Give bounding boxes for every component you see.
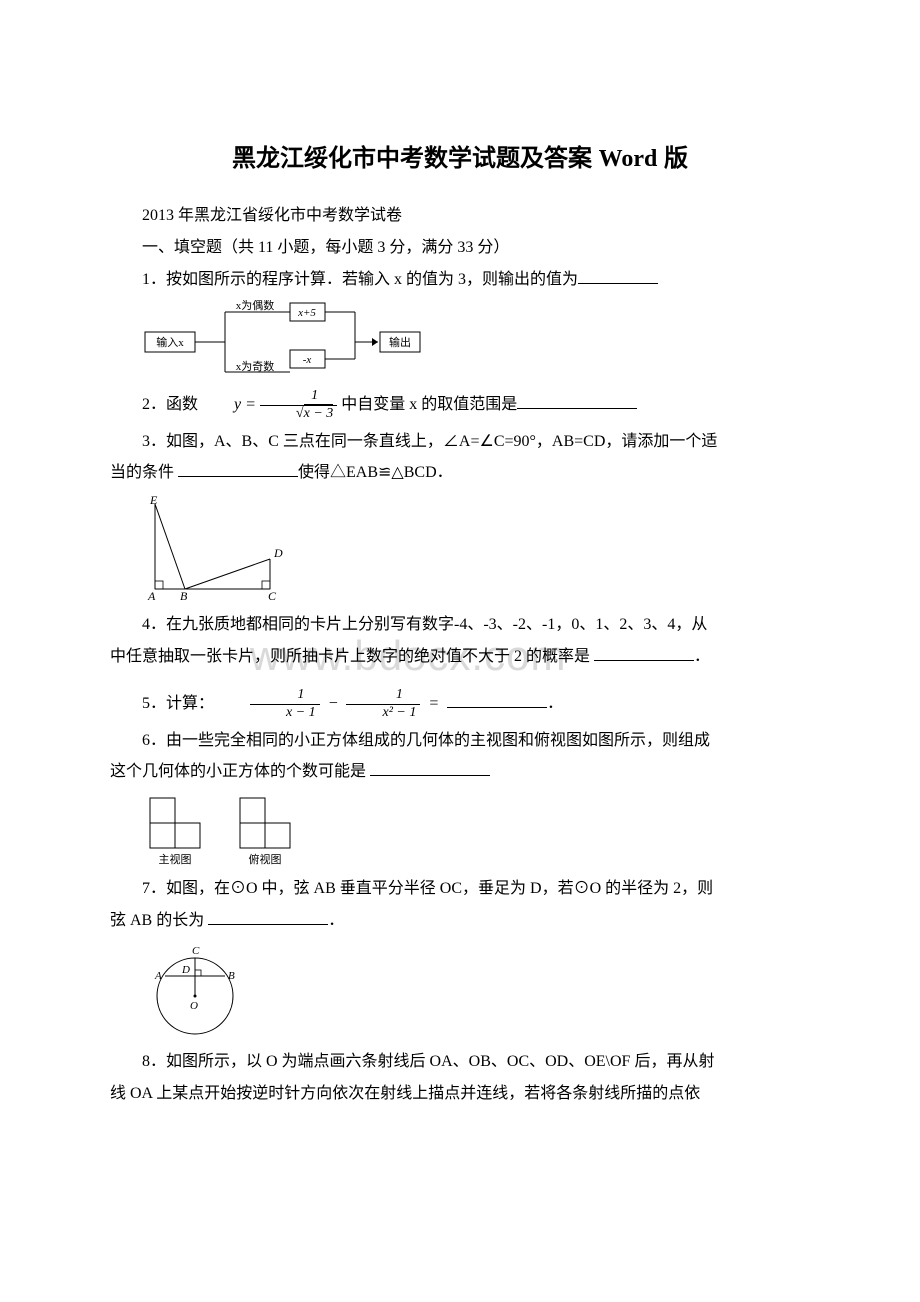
document-content: 黑龙江绥化市中考数学试题及答案 Word 版 2013 年黑龙江省绥化市中考数学…	[110, 140, 810, 1106]
q2-suffix: 中自变量 x 的取值范围是	[341, 396, 517, 413]
question-6-line2: 这个几何体的小正方体的个数可能是	[110, 759, 810, 785]
q5-minus: −	[324, 695, 343, 712]
q5-suffix: ．	[547, 695, 563, 712]
blank	[178, 461, 298, 477]
q5-formula: 1 x − 1 − 1 x² − 1 =	[218, 687, 443, 722]
page-title: 黑龙江绥化市中考数学试题及答案 Word 版	[110, 140, 810, 178]
fig7-A: A	[154, 970, 162, 982]
question-8-line1: 8．如图所示，以 O 为端点画六条射线后 OA、OB、OC、OD、OE\OF 后…	[110, 1049, 810, 1075]
blank	[594, 645, 694, 661]
figure-7-circle: A B C D O	[140, 941, 810, 1041]
q3-l2b: 使得△EAB≌△BCD．	[298, 464, 453, 481]
fig1-output-label: 输出	[389, 335, 411, 349]
fig1-input-label: 输入x	[156, 335, 184, 349]
section-header: 一、填空题（共 11 小题，每小题 3 分，满分 33 分）	[110, 235, 810, 261]
question-2: 2．函数 y = 1 √x − 3 中自变量 x 的取值范围是	[110, 388, 810, 423]
fig1-botbox: -x	[303, 354, 312, 366]
blank	[447, 692, 547, 708]
question-6-line1: 6．由一些完全相同的小正方体组成的几何体的主视图和俯视图如图所示，则组成	[110, 728, 810, 754]
q1-text: 1．按如图所示的程序计算．若输入 x 的值为 3，则输出的值为	[142, 271, 578, 288]
q5-f1den: x − 1	[250, 705, 320, 722]
question-8-line2: 线 OA 上某点开始按逆时针方向依次在射线上描点并连线，若将各条射线所描的点依	[110, 1081, 810, 1107]
q2-prefix: 2．函数	[142, 396, 198, 413]
question-1: 1．按如图所示的程序计算．若输入 x 的值为 3，则输出的值为	[110, 267, 810, 293]
question-3-line2: 当的条件 使得△EAB≌△BCD．	[110, 460, 810, 486]
fig7-O: O	[190, 1000, 198, 1012]
title-suffix: 版	[664, 145, 688, 172]
q2-lhs: y =	[234, 396, 256, 413]
q5-prefix: 5．计算：	[142, 695, 214, 712]
q2-den: √x − 3	[260, 406, 337, 423]
question-3-line1: 3．如图，A、B、C 三点在同一条直线上，∠A=∠C=90°，AB=CD，请添加…	[110, 429, 810, 455]
q5-f2den: x² − 1	[346, 705, 420, 722]
fig3-D: D	[273, 546, 283, 560]
q5-eq: =	[424, 695, 443, 712]
fig6-top: 俯视图	[249, 852, 282, 866]
question-7-line2: 弦 AB 的长为 ．	[110, 908, 810, 934]
q7-l2b: ．	[328, 912, 344, 929]
fig7-B: B	[228, 970, 235, 982]
q4-l2b: ．	[694, 648, 710, 665]
fig7-C: C	[192, 945, 200, 957]
fig1-topbox: x+5	[297, 307, 316, 319]
q4-l2a: 中任意抽取一张卡片，则所抽卡片上数字的绝对值不大于 2 的概率是	[110, 648, 594, 665]
fig3-A: A	[147, 589, 156, 603]
fig3-E: E	[149, 494, 158, 507]
fig7-D: D	[181, 964, 190, 976]
blank	[578, 268, 658, 284]
q2-formula: y = 1 √x − 3	[202, 388, 337, 423]
subtitle: 2013 年黑龙江省绥化市中考数学试卷	[110, 203, 810, 229]
question-4-line1: 4．在九张质地都相同的卡片上分别写有数字-4、-3、-2、-1，0、1、2、3、…	[110, 612, 810, 638]
blank	[370, 760, 490, 776]
figure-6-views: 主视图 俯视图	[140, 793, 810, 868]
q5-f2num: 1	[346, 687, 420, 705]
q6-l2: 这个几何体的小正方体的个数可能是	[110, 763, 370, 780]
figure-1-flowchart: 输入x x为偶数 x+5 x为奇数 -x 输出	[140, 300, 810, 380]
question-4-line2: 中任意抽取一张卡片，则所抽卡片上数字的绝对值不大于 2 的概率是 ．	[110, 644, 810, 670]
title-cn: 黑龙江绥化市中考数学试题及答案	[232, 145, 599, 172]
q3-l2a: 当的条件	[110, 464, 178, 481]
fig6-main: 主视图	[159, 852, 192, 866]
question-7-line1: 7．如图，在⊙O 中，弦 AB 垂直平分半径 OC，垂足为 D，若⊙O 的半径为…	[110, 876, 810, 902]
figure-3-triangle: E A B C D	[140, 494, 810, 604]
blank	[517, 393, 637, 409]
title-word: Word	[599, 146, 658, 172]
q7-l2a: 弦 AB 的长为	[110, 912, 208, 929]
blank	[208, 909, 328, 925]
fig1-odd-label: x为奇数	[236, 360, 275, 373]
q5-f1num: 1	[250, 687, 320, 705]
fig3-B: B	[180, 589, 188, 603]
fig1-even-label: x为偶数	[236, 300, 275, 312]
question-5: 5．计算： 1 x − 1 − 1 x² − 1 = ．	[110, 687, 810, 722]
fig3-C: C	[268, 589, 277, 603]
